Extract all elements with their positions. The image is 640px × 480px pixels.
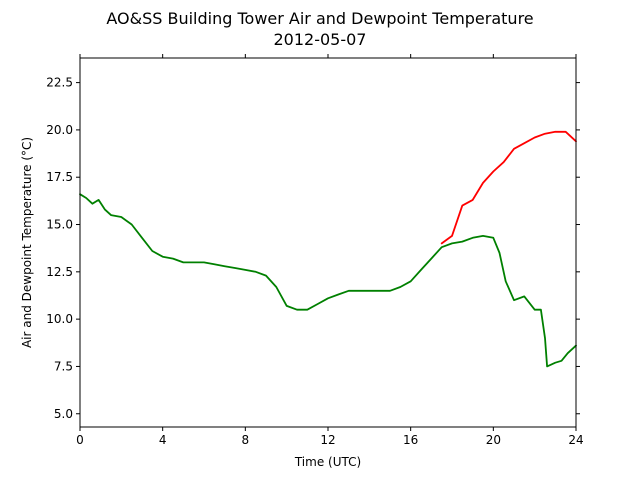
y-tick-label: 22.5	[46, 76, 73, 90]
y-tick-label: 12.5	[46, 265, 73, 279]
series-layer	[79, 130, 577, 368]
x-tick-label: 16	[403, 433, 418, 447]
x-tick-label: 12	[320, 433, 335, 447]
x-tick-label: 20	[486, 433, 501, 447]
y-tick-label: 15.0	[46, 218, 73, 232]
series-line-green	[79, 193, 577, 368]
x-axis-label: Time (UTC)	[294, 455, 361, 469]
x-axis: 0 4 8 12 16 20 24	[76, 54, 584, 447]
x-tick-label: 8	[242, 433, 250, 447]
plot-area	[80, 58, 576, 427]
chart-title: AO&SS Building Tower Air and Dewpoint Te…	[106, 9, 533, 28]
y-tick-label: 10.0	[46, 312, 73, 326]
y-tick-label: 17.5	[46, 170, 73, 184]
y-tick-label: 7.5	[54, 359, 73, 373]
y-axis-label: Air and Dewpoint Temperature (°C)	[20, 137, 34, 348]
x-tick-label: 0	[76, 433, 84, 447]
x-tick-label: 24	[568, 433, 583, 447]
chart-subtitle: 2012-05-07	[274, 30, 367, 49]
series-line-red	[440, 130, 577, 245]
y-tick-label: 5.0	[54, 407, 73, 421]
x-tick-label: 4	[159, 433, 167, 447]
y-axis: 5.0 7.5 10.0 12.5 15.0 17.5 20.0 22.5	[46, 76, 580, 421]
y-tick-label: 20.0	[46, 123, 73, 137]
